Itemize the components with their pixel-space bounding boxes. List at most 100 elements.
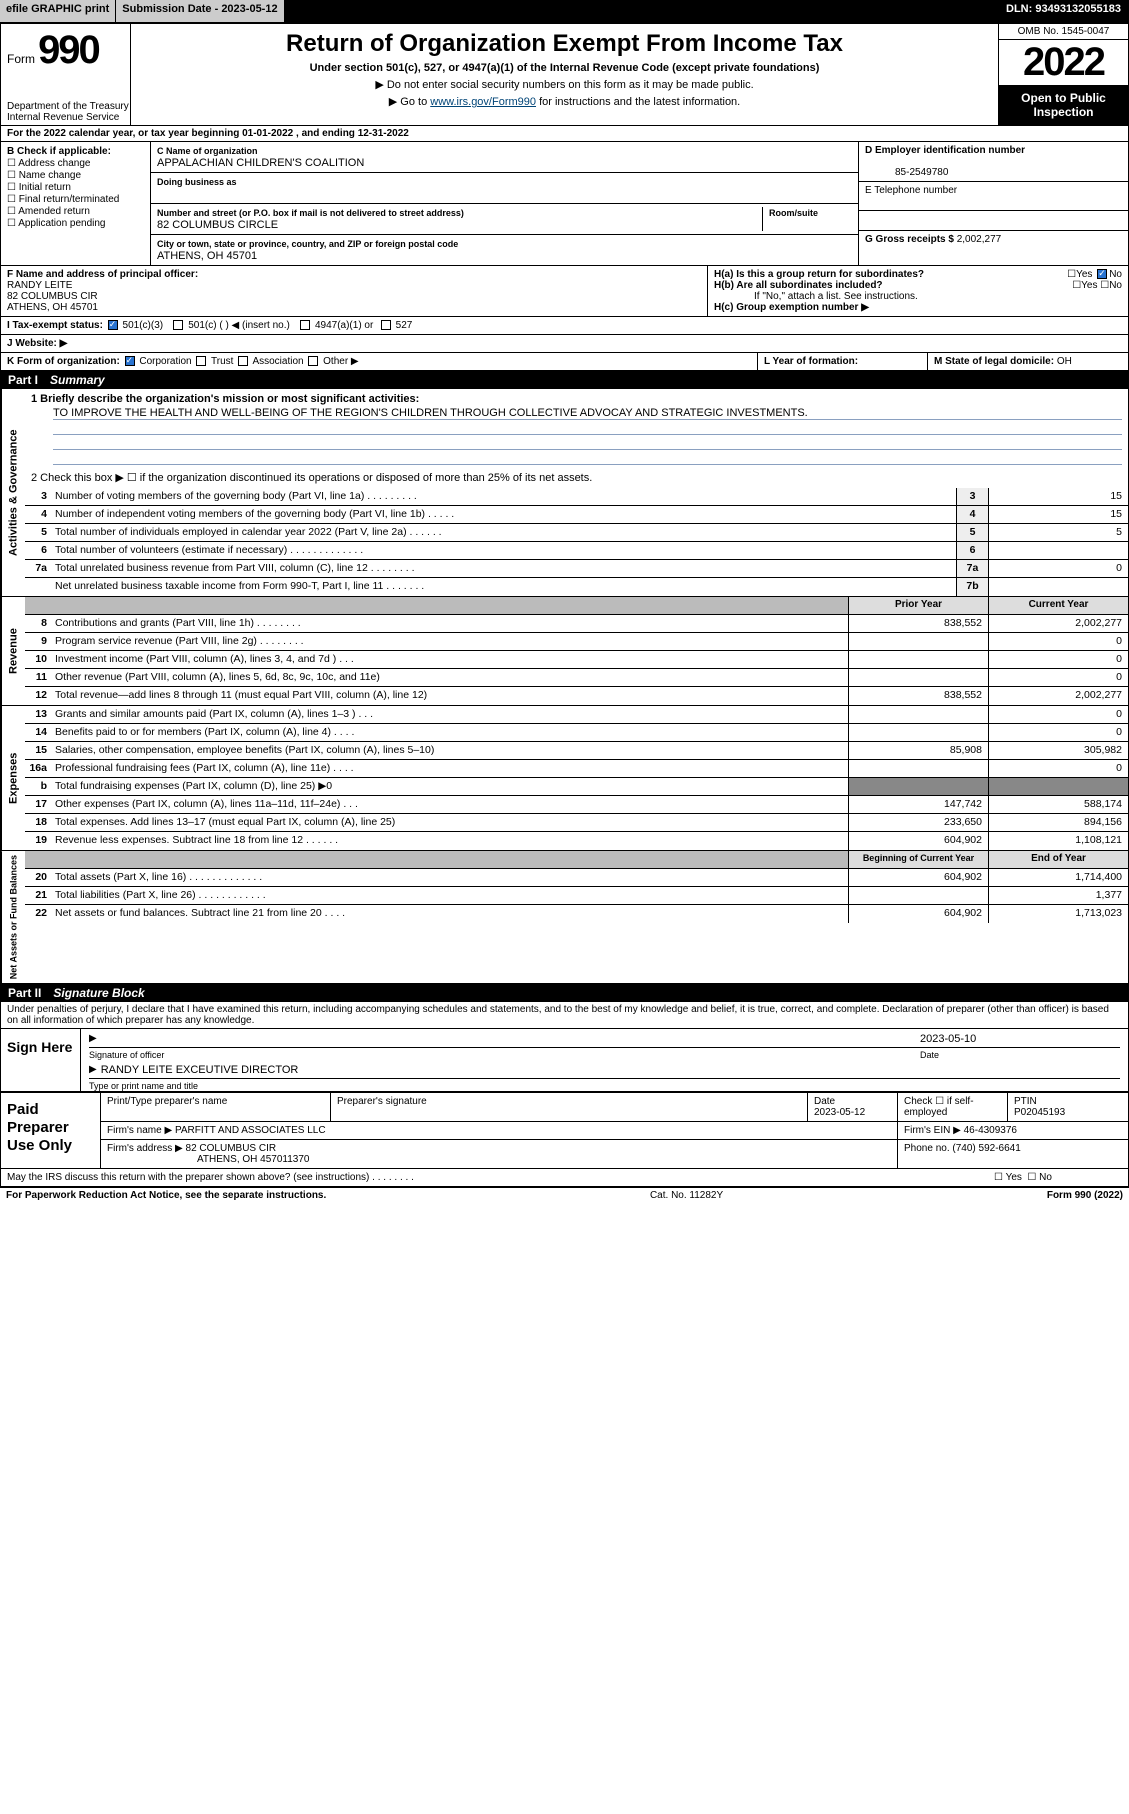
discuss-line: May the IRS discuss this return with the… bbox=[0, 1169, 1129, 1188]
summary-line: 18Total expenses. Add lines 13–17 (must … bbox=[25, 814, 1128, 832]
omb-block: OMB No. 1545-0047 2022 Open to Public In… bbox=[998, 24, 1128, 125]
part1-title: Summary bbox=[50, 373, 105, 387]
entity-block: B Check if applicable: ☐ Address change … bbox=[0, 142, 1129, 266]
summary-line: 17Other expenses (Part IX, column (A), l… bbox=[25, 796, 1128, 814]
website-label: J Website: ▶ bbox=[7, 338, 67, 349]
vtab-expenses: Expenses bbox=[1, 706, 25, 850]
firm-name-label: Firm's name ▶ bbox=[107, 1125, 172, 1136]
ptin-hdr: PTIN bbox=[1014, 1096, 1037, 1107]
chk-amended[interactable]: ☐ Amended return bbox=[7, 206, 144, 217]
footer-right: Form 990 (2022) bbox=[1047, 1190, 1123, 1201]
prep-date-val: 2023-05-12 bbox=[814, 1107, 865, 1118]
officer-sig-line[interactable]: 2023-05-10 bbox=[89, 1031, 1120, 1048]
summary-line: 11Other revenue (Part VIII, column (A), … bbox=[25, 669, 1128, 687]
phone-label: E Telephone number bbox=[865, 185, 957, 196]
prep-selfemp-hdr[interactable]: Check ☐ if self-employed bbox=[898, 1093, 1008, 1121]
officer-name-line: RANDY LEITE EXCEUTIVE DIRECTOR bbox=[89, 1062, 1120, 1079]
summary-line: 9Program service revenue (Part VIII, lin… bbox=[25, 633, 1128, 651]
h-b-label: H(b) Are all subordinates included? bbox=[714, 280, 883, 291]
page-footer: For Paperwork Reduction Act Notice, see … bbox=[0, 1188, 1129, 1203]
tax-status-label: I Tax-exempt status: bbox=[7, 320, 103, 331]
begin-year-hdr: Beginning of Current Year bbox=[848, 851, 988, 868]
chk-trust[interactable] bbox=[196, 356, 206, 366]
firm-ein-val: 46-4309376 bbox=[964, 1125, 1017, 1136]
officer-printed-name: RANDY LEITE EXCEUTIVE DIRECTOR bbox=[101, 1064, 299, 1076]
year-formation-label: L Year of formation: bbox=[764, 356, 858, 367]
part1-header: Part I Summary bbox=[0, 371, 1129, 389]
chk-527[interactable] bbox=[381, 320, 391, 330]
rev-col-headers: b Prior Year Current Year bbox=[25, 597, 1128, 615]
summary-line: 8Contributions and grants (Part VIII, li… bbox=[25, 615, 1128, 633]
firm-phone-label: Phone no. bbox=[904, 1143, 950, 1154]
current-year-hdr: Current Year bbox=[988, 597, 1128, 614]
ein-value: 85-2549780 bbox=[865, 167, 948, 178]
box-b-title: B Check if applicable: bbox=[7, 146, 111, 157]
org-name-label: C Name of organization bbox=[157, 146, 258, 156]
tax-year: 2022 bbox=[999, 40, 1128, 85]
summary-line: 7aTotal unrelated business revenue from … bbox=[25, 560, 1128, 578]
chk-501c[interactable] bbox=[173, 320, 183, 330]
chk-4947[interactable] bbox=[300, 320, 310, 330]
summary-line: 6Total number of volunteers (estimate if… bbox=[25, 542, 1128, 560]
vtab-net: Net Assets or Fund Balances bbox=[1, 851, 25, 983]
h-b-note: If "No," attach a list. See instructions… bbox=[714, 291, 1122, 302]
part1-num: Part I bbox=[8, 373, 38, 387]
sig-officer-label: Signature of officer bbox=[89, 1050, 920, 1060]
dln-label: DLN: 93493132055183 bbox=[998, 0, 1129, 22]
chk-other[interactable] bbox=[308, 356, 318, 366]
vtab-governance: Activities & Governance bbox=[1, 389, 25, 596]
summary-line: 22Net assets or fund balances. Subtract … bbox=[25, 905, 1128, 923]
summary-line: 4Number of independent voting members of… bbox=[25, 506, 1128, 524]
summary-line: 3Number of voting members of the governi… bbox=[25, 488, 1128, 506]
efile-label[interactable]: efile GRAPHIC print bbox=[0, 0, 115, 22]
prior-year-hdr: Prior Year bbox=[848, 597, 988, 614]
mission-text: TO IMPROVE THE HEALTH AND WELL-BEING OF … bbox=[53, 407, 1122, 420]
summary-line: 16aProfessional fundraising fees (Part I… bbox=[25, 760, 1128, 778]
f-h-block: F Name and address of principal officer:… bbox=[0, 266, 1129, 317]
chk-app-pending[interactable]: ☐ Application pending bbox=[7, 218, 144, 229]
h-a-no-check[interactable] bbox=[1097, 269, 1107, 279]
chk-assoc[interactable] bbox=[238, 356, 248, 366]
prep-name-hdr: Print/Type preparer's name bbox=[101, 1093, 331, 1121]
city-label: City or town, state or province, country… bbox=[157, 239, 458, 249]
summary-line: 19Revenue less expenses. Subtract line 1… bbox=[25, 832, 1128, 850]
form-header: Form 990 Department of the Treasury Inte… bbox=[0, 22, 1129, 126]
chk-address-change[interactable]: ☐ Address change bbox=[7, 158, 144, 169]
form-org-label: K Form of organization: bbox=[7, 356, 120, 367]
paid-preparer-label: Paid Preparer Use Only bbox=[1, 1093, 101, 1168]
summary-line: 14Benefits paid to or for members (Part … bbox=[25, 724, 1128, 742]
sig-date-label: Date bbox=[920, 1050, 1120, 1060]
period-line: For the 2022 calendar year, or tax year … bbox=[0, 126, 1129, 142]
summary-line: 15Salaries, other compensation, employee… bbox=[25, 742, 1128, 760]
form-id-block: Form 990 Department of the Treasury Inte… bbox=[1, 24, 131, 125]
irs-link[interactable]: www.irs.gov/Form990 bbox=[430, 96, 536, 108]
gross-receipts-value: 2,002,277 bbox=[957, 234, 1002, 245]
domicile-value: OH bbox=[1057, 356, 1072, 367]
part2-header: Part II Signature Block bbox=[0, 984, 1129, 1002]
chk-name-change[interactable]: ☐ Name change bbox=[7, 170, 144, 181]
firm-addr2-val: ATHENS, OH 457011370 bbox=[107, 1154, 309, 1165]
mission-blank3 bbox=[53, 452, 1122, 465]
dba-label: Doing business as bbox=[157, 177, 237, 187]
form-note2: ▶ Go to www.irs.gov/Form990 for instruct… bbox=[139, 95, 990, 108]
form-subtitle: Under section 501(c), 527, or 4947(a)(1)… bbox=[139, 62, 990, 74]
top-bar: efile GRAPHIC print Submission Date - 20… bbox=[0, 0, 1129, 22]
firm-addr-label: Firm's address ▶ bbox=[107, 1143, 183, 1154]
summary-line: 21Total liabilities (Part X, line 26) . … bbox=[25, 887, 1128, 905]
sign-here-label: Sign Here bbox=[1, 1029, 81, 1091]
prep-date-hdr: Date bbox=[814, 1096, 835, 1107]
chk-initial-return[interactable]: ☐ Initial return bbox=[7, 182, 144, 193]
form-title-block: Return of Organization Exempt From Incom… bbox=[131, 24, 998, 125]
chk-final-return[interactable]: ☐ Final return/terminated bbox=[7, 194, 144, 205]
signature-block: Under penalties of perjury, I declare th… bbox=[0, 1002, 1129, 1093]
k-l-m-line: K Form of organization: Corporation Trus… bbox=[0, 353, 1129, 371]
type-name-label: Type or print name and title bbox=[81, 1081, 1128, 1091]
paid-preparer-block: Paid Preparer Use Only Print/Type prepar… bbox=[0, 1093, 1129, 1169]
end-year-hdr: End of Year bbox=[988, 851, 1128, 868]
chk-corp[interactable] bbox=[125, 356, 135, 366]
box-c: C Name of organization APPALACHIAN CHILD… bbox=[151, 142, 858, 265]
mission-blank2 bbox=[53, 437, 1122, 450]
addr-label: Number and street (or P.O. box if mail i… bbox=[157, 208, 464, 218]
chk-501c3[interactable] bbox=[108, 320, 118, 330]
firm-ein-label: Firm's EIN ▶ bbox=[904, 1125, 961, 1136]
